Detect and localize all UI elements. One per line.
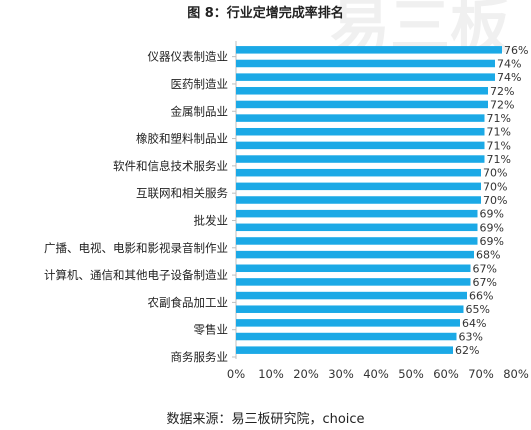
data-label: 74% [497, 71, 521, 84]
data-label: 71% [487, 112, 511, 125]
data-label: 72% [490, 85, 514, 98]
bar [236, 127, 485, 136]
data-label: 74% [497, 57, 521, 70]
bar [236, 100, 488, 109]
data-label: 66% [469, 290, 493, 303]
bar [236, 264, 471, 273]
bar [236, 155, 485, 163]
y-tick-label: 互联网和相关服务 [136, 186, 228, 200]
y-tick-label: 商务服务业 [171, 350, 229, 364]
bar [236, 141, 485, 150]
data-label: 70% [483, 167, 507, 180]
bar [236, 319, 460, 327]
data-label: 71% [487, 153, 511, 166]
bar [236, 291, 467, 300]
data-label: 69% [480, 221, 504, 234]
bar [236, 87, 488, 95]
data-label: 67% [473, 262, 497, 275]
bar [236, 250, 474, 259]
data-label: 64% [462, 317, 486, 330]
y-tick-label: 橡胶和塑料制品业 [136, 132, 228, 146]
x-tick-label: 40% [363, 367, 389, 381]
bar [236, 168, 481, 177]
data-label: 65% [466, 303, 490, 316]
data-label: 69% [480, 235, 504, 248]
data-label: 70% [483, 194, 507, 207]
bar [236, 196, 481, 204]
bar [236, 332, 457, 341]
x-tick-label: 20% [293, 367, 319, 381]
bar [236, 73, 495, 81]
y-tick-label: 批发业 [194, 213, 229, 227]
bar [236, 237, 478, 245]
bar [236, 278, 471, 286]
y-tick-label: 医药制造业 [171, 77, 229, 91]
bar [236, 209, 478, 218]
data-label: 62% [455, 344, 479, 357]
bar [236, 346, 453, 354]
y-tick-label: 广播、电视、电影和影视录音制作业 [44, 241, 228, 255]
data-label: 71% [487, 139, 511, 152]
x-tick-label: 0% [227, 367, 245, 381]
data-label: 71% [487, 126, 511, 139]
data-label: 63% [459, 331, 483, 344]
x-tick-label: 60% [433, 367, 459, 381]
bar [236, 114, 485, 122]
chart-title: 图 8：行业定增完成率排名 [187, 6, 344, 21]
data-label: 72% [490, 98, 514, 111]
bar [236, 182, 481, 191]
data-label: 76% [504, 44, 528, 57]
y-tick-label: 仪器仪表制造业 [148, 50, 229, 64]
y-tick-label: 零售业 [194, 323, 229, 337]
data-label: 69% [480, 208, 504, 221]
bar [236, 305, 464, 313]
data-label: 68% [476, 249, 500, 262]
data-label: 67% [473, 276, 497, 289]
data-source-note: 数据来源：易三板研究院，choice [166, 412, 365, 427]
bar [236, 46, 502, 54]
y-tick-label: 计算机、通信和其他电子设备制造业 [44, 268, 228, 282]
y-tick-label: 金属制品业 [171, 104, 229, 118]
bar [236, 223, 478, 232]
x-tick-label: 10% [258, 367, 284, 381]
x-tick-label: 80% [503, 367, 529, 381]
bar [236, 59, 495, 68]
y-tick-label: 农副食品加工业 [148, 295, 229, 309]
x-tick-label: 30% [328, 367, 354, 381]
data-label: 70% [483, 180, 507, 193]
y-tick-label: 软件和信息技术服务业 [113, 159, 228, 173]
x-tick-label: 50% [398, 367, 424, 381]
x-tick-label: 70% [468, 367, 494, 381]
